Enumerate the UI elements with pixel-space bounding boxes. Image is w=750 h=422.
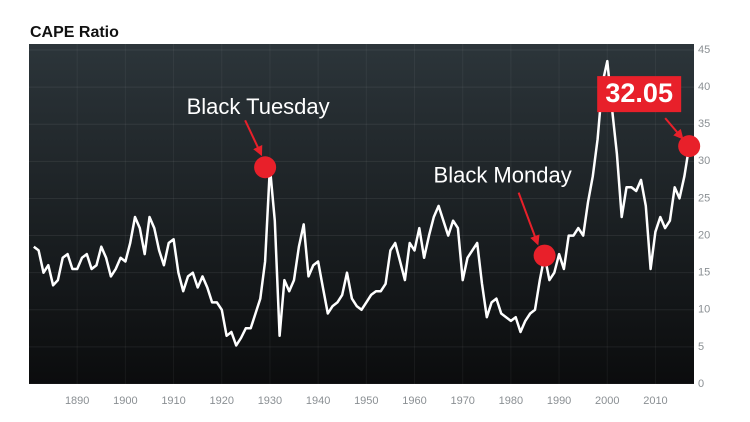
annotation-dot bbox=[533, 244, 556, 267]
y-tick-label: 0 bbox=[698, 378, 704, 390]
annotation-label: Black Tuesday bbox=[187, 94, 330, 119]
y-tick-label: 25 bbox=[698, 192, 710, 204]
annotation-arrow bbox=[244, 119, 263, 157]
line-series bbox=[33, 59, 691, 347]
chart-title: CAPE Ratio bbox=[30, 24, 119, 41]
x-tick-label: 1940 bbox=[306, 395, 330, 407]
x-tick-label: 1980 bbox=[499, 395, 523, 407]
x-tick-label: 1990 bbox=[547, 395, 571, 407]
y-tick-label: 30 bbox=[698, 155, 710, 167]
annotation-dot bbox=[678, 135, 701, 158]
y-tick-label: 45 bbox=[698, 44, 710, 56]
y-tick-label: 40 bbox=[698, 81, 710, 93]
y-tick-label: 15 bbox=[698, 267, 710, 279]
annotation-label: Black Monday bbox=[434, 162, 572, 187]
x-tick-label: 1910 bbox=[161, 395, 185, 407]
annotation-arrow bbox=[664, 117, 684, 140]
y-tick-label: 35 bbox=[698, 118, 710, 130]
x-tick-label: 1900 bbox=[113, 395, 137, 407]
x-tick-label: 1930 bbox=[258, 395, 282, 407]
plot-area bbox=[29, 44, 694, 384]
value-label-box bbox=[597, 76, 682, 113]
y-tick-label: 5 bbox=[698, 341, 704, 353]
annotation-arrow bbox=[517, 192, 540, 246]
x-tick-label: 1960 bbox=[402, 395, 426, 407]
value-label: 32.05 bbox=[605, 78, 673, 108]
x-tick-label: 2010 bbox=[643, 395, 667, 407]
x-tick-label: 1970 bbox=[450, 395, 474, 407]
y-tick-label: 20 bbox=[698, 229, 710, 241]
x-tick-label: 1920 bbox=[210, 395, 234, 407]
y-tick-label: 10 bbox=[698, 304, 710, 316]
x-tick-label: 1890 bbox=[65, 395, 89, 407]
x-tick-label: 1950 bbox=[354, 395, 378, 407]
x-tick-label: 2000 bbox=[595, 395, 619, 407]
annotation-dot bbox=[254, 156, 277, 179]
